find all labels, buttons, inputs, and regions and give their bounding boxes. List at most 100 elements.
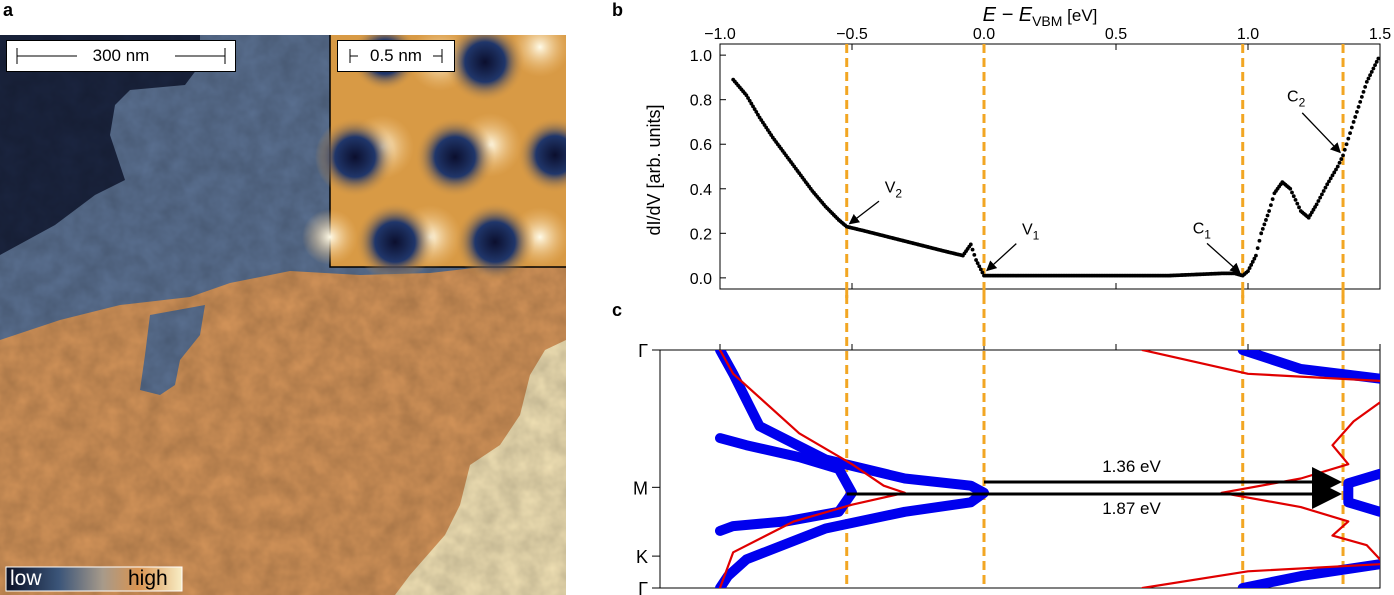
didv-annotation-label: V1 — [1022, 221, 1040, 242]
atomic-inset — [302, 35, 566, 282]
didv-point — [1252, 256, 1257, 261]
didv-point — [1364, 79, 1369, 84]
blue-band — [1343, 468, 1380, 517]
didv-point — [1254, 253, 1258, 258]
didv-point — [1295, 201, 1300, 206]
didv-point — [1265, 213, 1270, 218]
didv-point — [746, 96, 750, 100]
didv-point — [1247, 266, 1252, 270]
didv-point — [1262, 222, 1267, 227]
didv-annotation-label: V2 — [885, 180, 903, 201]
scalebar-main-label: 300 nm — [88, 46, 154, 66]
band-klabel: Γ — [638, 341, 648, 361]
transition-label: 1.36 eV — [1102, 457, 1161, 476]
didv-point — [756, 112, 760, 117]
panel-label-a: a — [3, 0, 14, 20]
didv-point — [1349, 125, 1354, 130]
didv-point — [749, 101, 754, 106]
didv-annotation-arrow — [1301, 112, 1341, 154]
red-band — [1141, 563, 1380, 588]
scalebar-inset-label: 0.5 nm — [370, 46, 422, 65]
blue-band — [1237, 350, 1380, 384]
didv-point — [754, 110, 759, 114]
didv-annotation-arrow — [848, 200, 880, 225]
didv-point — [1359, 94, 1364, 99]
band-klabel: Γ — [638, 579, 648, 595]
didv-annotation-label: C2 — [1287, 88, 1306, 109]
didv-point — [1325, 182, 1330, 187]
didv-point — [1246, 269, 1250, 274]
didv-point — [744, 93, 749, 98]
didv-annotation-label: C1 — [1193, 221, 1212, 242]
didv-point — [1314, 202, 1319, 207]
didv-point — [1371, 66, 1376, 71]
didv-point — [1270, 197, 1275, 202]
didv-point — [1327, 179, 1331, 184]
didv-ytick-label: 0.8 — [690, 93, 712, 110]
red-band — [718, 350, 906, 588]
didv-point — [1293, 198, 1298, 202]
didv-point — [1368, 73, 1372, 78]
didv-point — [1268, 203, 1273, 208]
didv-point — [1316, 199, 1321, 203]
didv-ytick-label: 0.2 — [690, 226, 712, 243]
didv-point — [1376, 56, 1381, 61]
didv-point — [975, 261, 980, 266]
band-klabel: K — [636, 547, 648, 567]
didv-point — [1356, 105, 1361, 109]
didv-point — [1366, 76, 1371, 81]
didv-annotation-arrow — [1206, 242, 1241, 274]
didv-point — [1332, 170, 1337, 175]
didv-point — [1344, 142, 1349, 147]
didv-point — [1267, 209, 1272, 213]
didv-point — [1363, 84, 1368, 89]
didv-point — [747, 98, 752, 103]
didv-annotation-arrow — [986, 243, 1017, 272]
didv-point — [1341, 153, 1345, 158]
didv-point — [1351, 120, 1356, 124]
didv-point — [1321, 189, 1326, 193]
didv-point — [974, 258, 978, 262]
didv-xlabel: E − EVBM [eV] — [983, 4, 1098, 29]
didv-point — [1264, 218, 1268, 222]
stm-topography-image — [0, 35, 566, 595]
panel-label-b: b — [612, 0, 623, 20]
didv-point — [1335, 164, 1340, 169]
didv-point — [1288, 186, 1293, 191]
didv-point — [1334, 167, 1338, 172]
didv-point — [752, 107, 757, 112]
panel-label-c: c — [612, 300, 623, 320]
didv-ytick-label: 0.6 — [690, 137, 712, 154]
didv-point — [1260, 226, 1265, 231]
didv-xtick-label: 0.0 — [973, 26, 995, 43]
didv-xtick-label: 0.5 — [1105, 26, 1127, 43]
didv-point — [1257, 238, 1262, 243]
didv-point — [751, 104, 755, 109]
didv-point — [1330, 173, 1335, 178]
blue-band — [715, 350, 989, 588]
didv-point — [980, 270, 985, 275]
colorbar — [5, 566, 183, 592]
didv-point — [1361, 89, 1366, 94]
didv-point — [1373, 63, 1377, 68]
didv-point — [1337, 160, 1342, 165]
didv-ytick-label: 1.0 — [690, 48, 712, 65]
didv-point — [972, 252, 977, 257]
didv-xtick-label: −0.5 — [836, 26, 868, 43]
didv-point — [968, 242, 973, 247]
didv-point — [1374, 59, 1379, 64]
didv-xtick-label: −1.0 — [704, 26, 736, 43]
didv-ylabel: dI/dV [arb. units] — [644, 104, 664, 235]
didv-point — [978, 267, 983, 272]
didv-point — [1291, 194, 1296, 199]
didv-point — [1369, 69, 1374, 74]
didv-plot-frame — [719, 43, 1381, 290]
colorbar-high-label: high — [128, 567, 168, 590]
didv-point — [1346, 136, 1351, 141]
didv-point — [1348, 131, 1352, 135]
didv-point — [1328, 176, 1333, 181]
didv-point — [1297, 205, 1301, 210]
didv-point — [977, 264, 982, 269]
scalebar-inset: 0.5 nm — [337, 40, 455, 72]
didv-point — [1259, 231, 1264, 236]
